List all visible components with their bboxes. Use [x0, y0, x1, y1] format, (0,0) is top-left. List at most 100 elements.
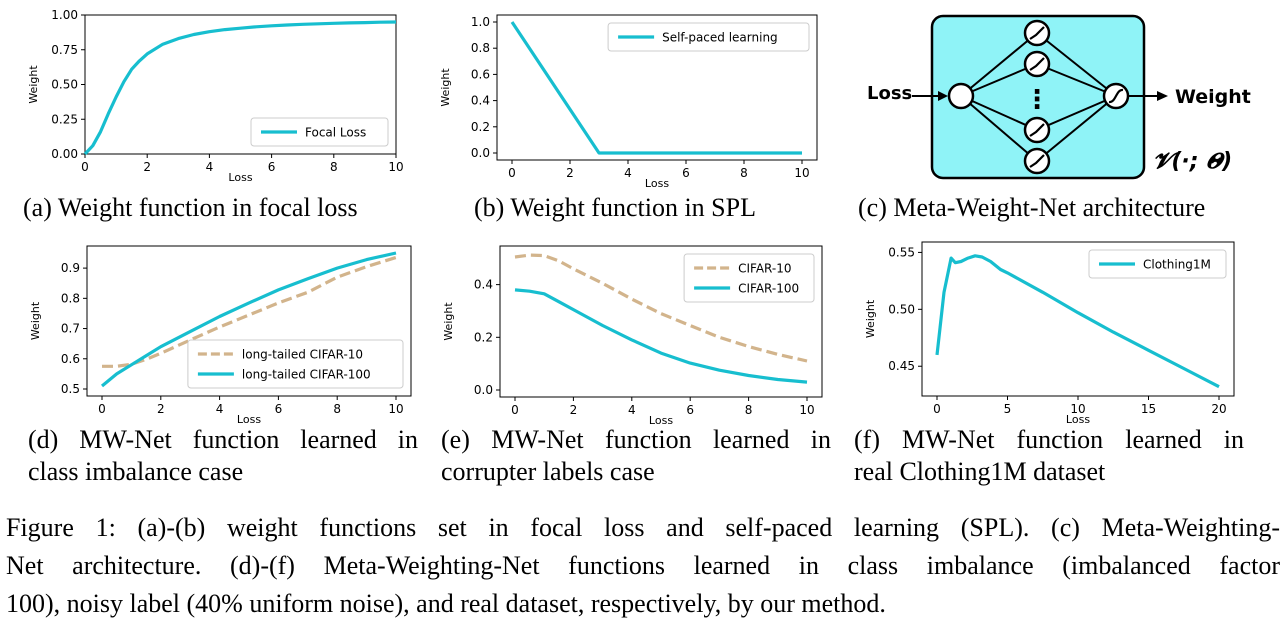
figure-caption-line-3: 100), noisy label (40% uniform noise), a…	[6, 589, 886, 618]
x-tick-label-b-1: 2	[566, 166, 574, 180]
caption-e: (e) MW-Net function learned in corrupter…	[441, 425, 831, 487]
legend-box-d	[187, 339, 404, 389]
caption-d: (d) MW-Net function learned in class imb…	[28, 425, 418, 487]
figure-caption-line-1: Figure 1: (a)-(b) weight functions set i…	[6, 513, 1280, 542]
relu-icon-3	[1029, 154, 1045, 168]
y-tick-label-f-1: 0.50	[888, 302, 915, 316]
y-axis-label-e: Weight	[442, 302, 455, 341]
y-axis-label-f: Weight	[864, 299, 877, 338]
caption-c-text: Meta-Weight-Net architecture	[893, 193, 1206, 222]
caption-e-label: (e)	[441, 425, 470, 454]
edge-in-hidden-2	[960, 95, 1038, 131]
y-tick-label-b-2: 0.4	[471, 94, 490, 108]
x-tick-label-f-1: 5	[1004, 402, 1012, 416]
function-label: 𝓥(·; 𝜣)	[1153, 149, 1232, 174]
legend-label-d-0: long-tailed CIFAR-10	[242, 348, 363, 362]
x-tick-label-d-4: 8	[333, 402, 341, 416]
legend-label-e-0: CIFAR-10	[738, 262, 791, 276]
legend-box-a	[250, 117, 389, 147]
y-tick-label-b-5: 1.0	[471, 15, 490, 29]
legend-box-f	[1088, 249, 1227, 279]
legend-label-d-1: long-tailed CIFAR-100	[242, 368, 371, 382]
x-tick-label-b-3: 6	[682, 166, 690, 180]
panel-d-chart: 0 2 4 6 8 10 0.5 0.6 0.7 0.8 0.9 Loss Weight long-tai…	[29, 245, 412, 426]
legend-label-b-0: Self-paced learning	[662, 31, 778, 45]
x-tick-label-a-3: 6	[268, 160, 276, 174]
edge-hidden-out-3	[1036, 95, 1117, 162]
x-axis-label-a: Loss	[228, 171, 252, 184]
ellipsis-dots: ⋮	[1024, 85, 1050, 115]
x-tick-label-b-4: 8	[740, 166, 748, 180]
y-axis-label-a: Weight	[27, 65, 40, 104]
y-tick-label-a-0: 0.00	[51, 147, 78, 161]
panel-b-chart: 0 2 4 6 8 10 0.0 0.2 0.4 0.6 0.8 1.0 Loss Weight Self-…	[439, 14, 818, 190]
caption-e-text-1: MW-Net function learned in	[491, 425, 832, 454]
x-axis-label-b: Loss	[645, 177, 669, 190]
y-tick-label-b-0: 0.0	[471, 146, 490, 160]
plot-frame-b	[496, 14, 818, 161]
caption-f: (f) MW-Net function learned in real Clot…	[854, 425, 1244, 487]
edge-in-hidden-0	[960, 32, 1038, 97]
caption-e-line-1: (e) MW-Net function learned in	[441, 425, 831, 455]
x-tick-label-e-2: 4	[628, 403, 636, 417]
x-tick-label-f-2: 10	[1070, 402, 1085, 416]
x-tick-label-b-0: 0	[508, 166, 516, 180]
input-label: Loss	[867, 83, 912, 104]
x-tick-label-b-5: 10	[794, 166, 809, 180]
panel-c-diagram: Loss ⋮ Weight 𝓥(·; 𝜣)	[867, 14, 1251, 180]
x-tick-label-a-0: 0	[81, 160, 89, 174]
y-tick-label-d-3: 0.8	[61, 291, 80, 305]
relu-icon-1	[1029, 57, 1045, 71]
series-line-d-1	[100, 251, 397, 388]
x-tick-label-e-0: 0	[511, 403, 519, 417]
edge-hidden-out-1	[1036, 63, 1117, 97]
panel-e-chart: 0 2 4 6 8 10 0.0 0.2 0.4 Loss Weight CIFAR-10 CIFAR-…	[442, 245, 823, 427]
caption-a: (a) Weight function in focal loss	[23, 193, 358, 223]
x-tick-label-e-5: 10	[799, 403, 814, 417]
series-line-e-1	[514, 288, 808, 384]
panel-f-chart: 0 5 10 15 20 0.45 0.50 0.55 Loss Weight Clothing1M	[864, 241, 1235, 426]
edge-in-hidden-3	[960, 95, 1038, 162]
relu-icon-0	[1029, 26, 1045, 40]
x-tick-label-a-5: 10	[388, 160, 403, 174]
y-tick-label-d-2: 0.7	[61, 322, 80, 336]
x-tick-label-a-2: 4	[206, 160, 214, 174]
x-axis-label-e: Loss	[649, 414, 673, 427]
plot-frame-d	[86, 245, 412, 397]
x-axis-label-f: Loss	[1066, 413, 1090, 426]
legend-box-b	[607, 22, 810, 52]
y-tick-label-b-3: 0.6	[471, 67, 490, 81]
series-line-b-0	[510, 21, 802, 155]
caption-a-text: Weight function in focal loss	[57, 193, 358, 222]
caption-f-label: (f)	[854, 425, 880, 454]
edge-in-hidden-1	[960, 63, 1038, 97]
edge-hidden-out-2	[1036, 95, 1117, 131]
caption-f-line-1: (f) MW-Net function learned in	[854, 425, 1244, 455]
x-tick-label-f-4: 20	[1211, 402, 1226, 416]
caption-c: (c) Meta-Weight-Net architecture	[858, 193, 1205, 223]
x-tick-label-d-5: 10	[388, 402, 403, 416]
y-tick-label-e-1: 0.2	[474, 330, 493, 344]
y-axis-label-b: Weight	[439, 68, 452, 107]
y-tick-label-f-2: 0.55	[888, 245, 915, 259]
x-tick-label-d-0: 0	[98, 402, 106, 416]
sigmoid-icon	[1108, 88, 1124, 104]
caption-b-label: (b)	[474, 193, 505, 222]
legend-label-e-1: CIFAR-100	[738, 282, 799, 296]
x-tick-label-e-3: 6	[686, 403, 694, 417]
y-tick-label-d-4: 0.9	[61, 261, 80, 275]
x-tick-label-f-0: 0	[933, 402, 941, 416]
caption-d-text-1: MW-Net function learned in	[79, 425, 418, 454]
series-line-a-0	[83, 20, 397, 156]
y-tick-label-f-0: 0.45	[888, 359, 915, 373]
y-tick-label-d-0: 0.5	[61, 382, 80, 396]
caption-b: (b) Weight function in SPL	[474, 193, 756, 223]
x-axis-label-d: Loss	[237, 413, 261, 426]
caption-f-line-2: real Clothing1M dataset	[854, 457, 1106, 486]
caption-b-text: Weight function in SPL	[510, 193, 756, 222]
x-tick-label-f-3: 15	[1141, 402, 1156, 416]
figure-caption: Figure 1: (a)-(b) weight functions set i…	[6, 509, 1280, 623]
y-tick-label-b-4: 0.8	[471, 41, 490, 55]
y-tick-label-b-1: 0.2	[471, 120, 490, 134]
